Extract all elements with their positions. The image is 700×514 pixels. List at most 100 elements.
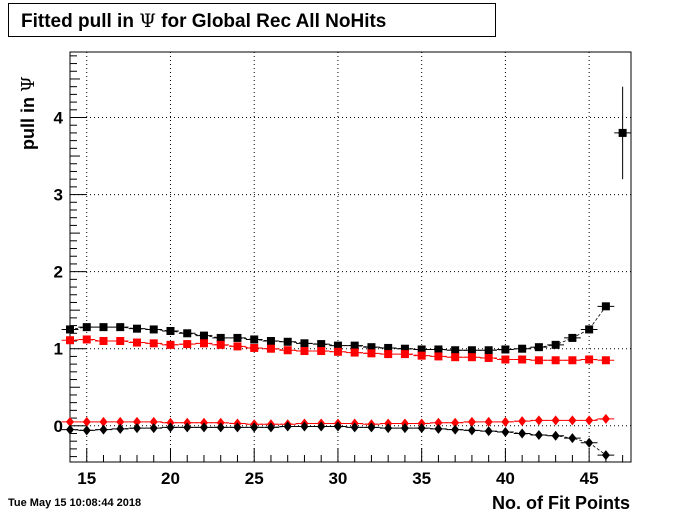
- data-point-square: [350, 348, 359, 357]
- data-point-diamond: [534, 430, 543, 441]
- data-point-diamond: [216, 422, 225, 433]
- data-series: [61, 86, 631, 461]
- data-point-square: [618, 128, 627, 137]
- data-point-square: [216, 340, 225, 349]
- data-point-square: [116, 323, 125, 332]
- x-tick-label: 45: [580, 469, 599, 488]
- data-point-square: [300, 339, 309, 348]
- data-point-diamond: [451, 424, 460, 435]
- data-point-diamond: [116, 416, 125, 427]
- data-point-square: [199, 339, 208, 348]
- data-point-square: [384, 343, 393, 352]
- series-0: [61, 302, 615, 355]
- series-3: [61, 421, 615, 461]
- data-point-square: [417, 351, 426, 360]
- data-point-square: [216, 333, 225, 342]
- x-tick-label: 20: [161, 469, 180, 488]
- data-point-diamond: [501, 416, 510, 427]
- data-point-diamond: [434, 423, 443, 434]
- data-point-square: [166, 340, 175, 349]
- series-4: [614, 86, 631, 180]
- data-point-square: [250, 343, 259, 352]
- data-point-diamond: [518, 428, 527, 439]
- data-point-square: [99, 337, 108, 346]
- data-point-diamond: [99, 416, 108, 427]
- data-point-square: [166, 326, 175, 335]
- data-point-diamond: [266, 422, 275, 433]
- data-point-square: [149, 339, 158, 348]
- data-point-diamond: [283, 421, 292, 432]
- data-point-square: [551, 356, 560, 365]
- data-point-diamond: [132, 423, 141, 434]
- data-point-square: [585, 355, 594, 364]
- psi-symbol: Ψ: [139, 10, 156, 32]
- x-tick-label: 30: [328, 469, 347, 488]
- data-point-square: [116, 337, 125, 346]
- data-point-diamond: [233, 422, 242, 433]
- x-tick-label: 15: [77, 469, 96, 488]
- data-point-diamond: [585, 415, 594, 426]
- data-point-square: [233, 342, 242, 351]
- data-point-square: [400, 344, 409, 353]
- data-point-square: [66, 325, 74, 334]
- y-tick-label: 4: [54, 109, 64, 128]
- y-tick-label: 2: [54, 263, 63, 282]
- data-point-square: [534, 356, 543, 365]
- x-tick-label: 35: [412, 469, 431, 488]
- psi-symbol: Ψ: [18, 76, 39, 92]
- y-tick-label: 0: [54, 417, 63, 436]
- data-point-square: [484, 346, 493, 355]
- data-point-diamond: [66, 416, 74, 427]
- chart-title-suffix: for Global Rec All NoHits: [155, 11, 387, 32]
- data-point-square: [199, 331, 208, 340]
- data-point-diamond: [534, 415, 543, 426]
- data-point-square: [300, 347, 309, 356]
- data-point-square: [501, 355, 510, 364]
- data-point-square: [568, 333, 577, 342]
- data-point-diamond: [99, 424, 108, 435]
- data-point-square: [534, 343, 543, 352]
- y-tick-label: 3: [54, 186, 63, 205]
- data-point-square: [467, 346, 476, 355]
- data-point-diamond: [400, 423, 409, 434]
- data-point-square: [99, 323, 108, 332]
- y-axis-title: pull in Ψ: [18, 76, 39, 150]
- x-tick-label: 40: [496, 469, 515, 488]
- data-point-square: [367, 349, 376, 358]
- plot-frame: [69, 51, 632, 463]
- data-point-diamond: [166, 422, 175, 433]
- data-point-diamond: [417, 423, 426, 434]
- y-axis-title-text: pull in: [18, 92, 38, 150]
- series-1: [61, 335, 615, 365]
- data-point-square: [568, 356, 577, 365]
- data-point-square: [518, 344, 527, 353]
- data-point-diamond: [451, 417, 460, 428]
- data-point-diamond: [568, 433, 577, 444]
- data-point-square: [467, 353, 476, 362]
- data-point-square: [82, 335, 91, 344]
- data-point-diamond: [317, 421, 326, 432]
- data-point-square: [266, 344, 275, 353]
- data-point-diamond: [434, 417, 443, 428]
- data-point-square: [132, 324, 141, 333]
- data-point-diamond: [384, 423, 393, 434]
- data-point-square: [434, 352, 443, 361]
- data-point-diamond: [518, 416, 527, 427]
- data-point-square: [317, 340, 326, 349]
- x-axis-title: No. of Fit Points: [492, 493, 630, 513]
- data-point-square: [250, 335, 259, 344]
- data-point-diamond: [367, 422, 376, 433]
- chart-title-prefix: Fitted pull in: [21, 11, 140, 32]
- data-point-square: [283, 346, 292, 355]
- data-point-diamond: [551, 430, 560, 441]
- data-point-diamond: [484, 426, 493, 437]
- data-point-square: [132, 338, 141, 347]
- data-point-square: [384, 350, 393, 359]
- data-point-square: [451, 346, 460, 355]
- grid-lines: [70, 52, 631, 462]
- data-point-diamond: [350, 422, 359, 433]
- data-point-square: [400, 350, 409, 359]
- data-point-square: [183, 340, 192, 349]
- data-point-diamond: [585, 437, 594, 448]
